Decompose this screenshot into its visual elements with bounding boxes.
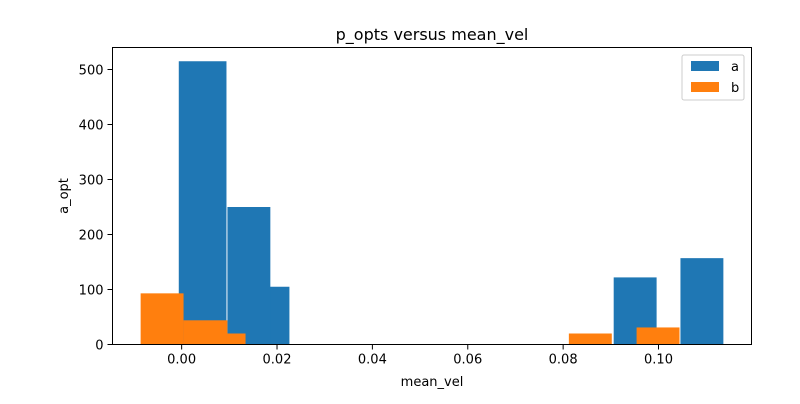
y-tick-label: 100	[79, 284, 104, 299]
chart-title: p_opts versus mean_vel	[336, 25, 529, 45]
y-tick-label: 500	[79, 64, 104, 79]
x-tick-label: 0.04	[358, 353, 387, 368]
y-tick-label: 0	[95, 339, 103, 354]
x-tick-label: 0.00	[167, 353, 196, 368]
bars-layer	[140, 61, 724, 345]
legend-swatch-a	[691, 61, 719, 71]
x-tick-label: 0.02	[263, 353, 292, 368]
bar-a-2	[178, 61, 227, 345]
y-tick-label: 300	[79, 174, 104, 189]
x-axis: 0.00 0.02 0.04 0.06 0.08 0.10	[167, 344, 673, 368]
bar-b-4	[636, 327, 680, 345]
bar-b-1	[183, 320, 228, 345]
bar-a-1	[227, 207, 271, 345]
bar-b-2	[226, 333, 246, 345]
legend: a b	[681, 54, 745, 101]
legend-label-a: a	[731, 60, 739, 75]
x-tick-label: 0.06	[453, 353, 482, 368]
bar-b-0	[140, 293, 184, 345]
y-axis-label: a_opt	[57, 178, 72, 214]
legend-swatch-b	[691, 82, 719, 92]
bar-a-4	[680, 258, 724, 345]
y-tick-label: 400	[79, 119, 104, 134]
x-tick-label: 0.08	[549, 353, 578, 368]
y-tick-label: 200	[79, 229, 104, 244]
bar-b-3	[568, 333, 612, 345]
legend-label-b: b	[731, 81, 739, 96]
plot-frame	[112, 47, 752, 345]
y-axis: 0 100 200 300 400 500	[79, 64, 113, 354]
x-tick-label: 0.10	[644, 353, 673, 368]
x-axis-label: mean_vel	[401, 375, 464, 390]
